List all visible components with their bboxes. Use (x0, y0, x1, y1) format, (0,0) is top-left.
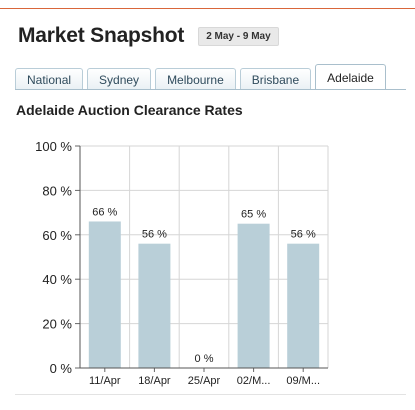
bar (138, 243, 171, 368)
chart-title: Adelaide Auction Clearance Rates (16, 102, 243, 118)
tab-sydney[interactable]: Sydney (87, 68, 152, 90)
x-tick-label: 25/Apr (188, 375, 221, 387)
tab-adelaide[interactable]: Adelaide (315, 64, 386, 90)
bar (88, 221, 121, 368)
x-tick-label: 02/M... (237, 375, 271, 387)
tab-melbourne[interactable]: Melbourne (155, 68, 236, 90)
tab-national[interactable]: National (15, 68, 84, 90)
y-tick-label: 60 % (42, 228, 72, 243)
bar-data-label: 66 % (92, 206, 117, 218)
y-tick-label: 0 % (50, 361, 73, 376)
x-tick-label: 11/Apr (89, 375, 121, 387)
tab-brisbane[interactable]: Brisbane (239, 68, 312, 90)
y-tick-label: 80 % (42, 183, 72, 198)
bar-data-label: 0 % (195, 353, 214, 365)
bar-data-label: 65 % (241, 209, 266, 221)
y-tick-label: 20 % (42, 317, 72, 332)
page-title: Market Snapshot (18, 24, 185, 47)
y-tick-label: 100 % (35, 139, 72, 154)
x-tick-label: 18/Apr (138, 375, 171, 387)
tabs-underline (15, 89, 406, 90)
top-accent-rule (0, 8, 415, 9)
bar-data-label: 56 % (291, 229, 316, 241)
bar-data-label: 56 % (142, 229, 167, 241)
header: Market Snapshot 2 May - 9 May (18, 22, 279, 50)
bottom-divider (15, 394, 406, 395)
bar (287, 243, 320, 368)
city-tabs: National Sydney Melbourne Brisbane Adela… (15, 64, 390, 90)
y-tick-label: 40 % (42, 272, 72, 287)
date-range-badge: 2 May - 9 May (198, 26, 279, 46)
bar (237, 223, 270, 368)
x-tick-label: 09/M... (286, 375, 320, 387)
